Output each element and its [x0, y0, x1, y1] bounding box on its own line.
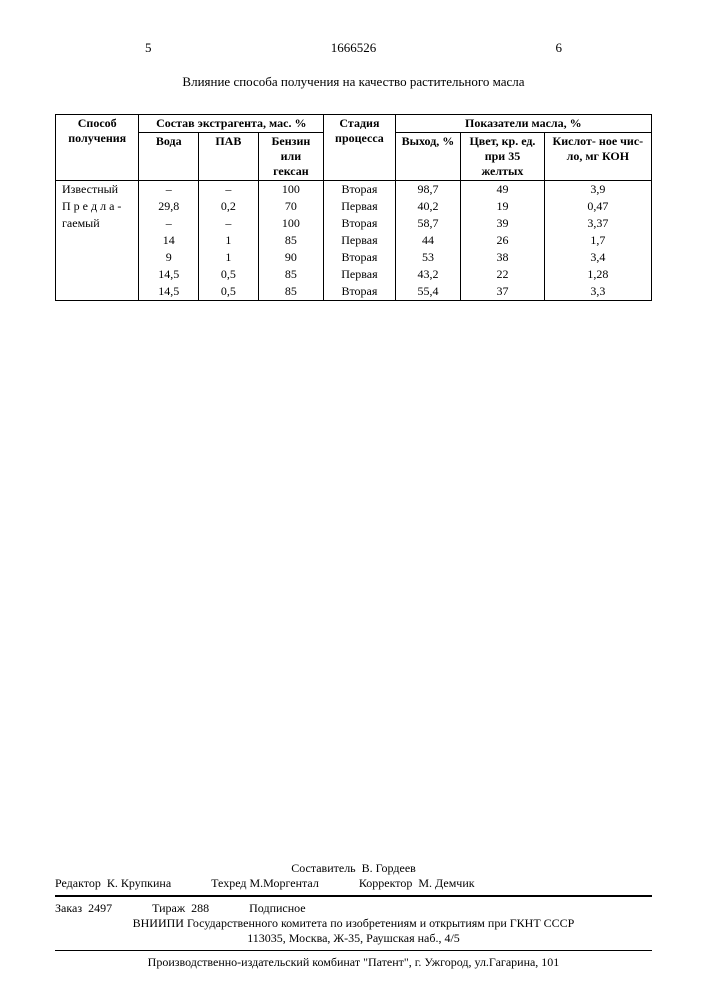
- cell: 98,7: [395, 181, 461, 199]
- col-stage: Стадия процесса: [324, 115, 396, 181]
- cell: 40,2: [395, 198, 461, 215]
- cell: 14,5: [139, 266, 199, 283]
- cell: 0,47: [544, 198, 651, 215]
- cell: –: [139, 181, 199, 199]
- cell: 70: [258, 198, 324, 215]
- printer-info: Производственно-издательский комбинат "П…: [55, 955, 652, 970]
- doc-number: 1666526: [331, 40, 377, 56]
- subscription: Подписное: [249, 901, 306, 915]
- cell: 14,5: [139, 283, 199, 301]
- cell: Первая: [324, 266, 396, 283]
- cell: Вторая: [324, 181, 396, 199]
- cell: 55,4: [395, 283, 461, 301]
- cell: 26: [461, 232, 544, 249]
- cell: –: [199, 181, 259, 199]
- col-method: Способ получения: [56, 115, 139, 181]
- cell: 22: [461, 266, 544, 283]
- circulation-num: 288: [191, 901, 209, 915]
- cell: 90: [258, 249, 324, 266]
- corrector-name: М. Демчик: [418, 876, 474, 890]
- cell: 3,3: [544, 283, 651, 301]
- col-oil: Показатели масла, %: [395, 115, 651, 133]
- col-pav: ПАВ: [199, 133, 259, 181]
- cell: 85: [258, 232, 324, 249]
- cell-method: Известный: [56, 181, 139, 199]
- table-row: 14,5 0,5 85 Первая 43,2 22 1,28: [56, 266, 652, 283]
- col-benzin: Бензин или гексан: [258, 133, 324, 181]
- table-row: 9 1 90 Вторая 53 38 3,4: [56, 249, 652, 266]
- cell: 3,4: [544, 249, 651, 266]
- techred-name: М.Моргентал: [249, 876, 318, 890]
- oil-quality-table: Способ получения Состав экстрагента, мас…: [55, 114, 652, 301]
- cell: 1: [199, 249, 259, 266]
- cell: Первая: [324, 232, 396, 249]
- cell: Вторая: [324, 215, 396, 232]
- table-row: 14 1 85 Первая 44 26 1,7: [56, 232, 652, 249]
- cell-method: [56, 232, 139, 249]
- page-left-num: 5: [145, 40, 152, 56]
- cell: 85: [258, 283, 324, 301]
- divider: [55, 895, 652, 897]
- cell: 37: [461, 283, 544, 301]
- cell: 38: [461, 249, 544, 266]
- cell-method: [56, 266, 139, 283]
- page-footer: Составитель В. Гордеев Редактор К. Крупк…: [55, 861, 652, 970]
- cell: 44: [395, 232, 461, 249]
- circulation-label: Тираж: [152, 901, 185, 915]
- cell: 3,37: [544, 215, 651, 232]
- cell-method: [56, 283, 139, 301]
- col-water: Вода: [139, 133, 199, 181]
- cell: 39: [461, 215, 544, 232]
- table-title: Влияние способа получения на качество ра…: [55, 74, 652, 90]
- cell-method: [56, 249, 139, 266]
- table-row: П р е д л а - 29,8 0,2 70 Первая 40,2 19…: [56, 198, 652, 215]
- cell: 19: [461, 198, 544, 215]
- cell: 3,9: [544, 181, 651, 199]
- cell: 9: [139, 249, 199, 266]
- divider: [55, 950, 652, 951]
- org-name: ВНИИПИ Государственного комитета по изоб…: [55, 916, 652, 931]
- col-color: Цвет, кр. ед. при 35 желтых: [461, 133, 544, 181]
- table-row: гаемый – – 100 Вторая 58,7 39 3,37: [56, 215, 652, 232]
- editor-name: К. Крупкина: [107, 876, 171, 890]
- org-address: 113035, Москва, Ж-35, Раушская наб., 4/5: [55, 931, 652, 946]
- compiler-name: В. Гордеев: [362, 861, 416, 875]
- cell: 0,2: [199, 198, 259, 215]
- cell: 14: [139, 232, 199, 249]
- cell: 85: [258, 266, 324, 283]
- cell: 43,2: [395, 266, 461, 283]
- cell-method: гаемый: [56, 215, 139, 232]
- cell: 58,7: [395, 215, 461, 232]
- cell-method: П р е д л а -: [56, 198, 139, 215]
- techred-label: Техред: [211, 876, 246, 890]
- col-acid: Кислот- ное чис- ло, мг КОН: [544, 133, 651, 181]
- cell: Вторая: [324, 249, 396, 266]
- cell: 0,5: [199, 266, 259, 283]
- cell: –: [139, 215, 199, 232]
- table-row: Известный – – 100 Вторая 98,7 49 3,9: [56, 181, 652, 199]
- cell: 53: [395, 249, 461, 266]
- table-row: 14,5 0,5 85 Вторая 55,4 37 3,3: [56, 283, 652, 301]
- corrector-label: Корректор: [359, 876, 413, 890]
- editor-label: Редактор: [55, 876, 101, 890]
- compiler-label: Составитель: [291, 861, 355, 875]
- cell: Первая: [324, 198, 396, 215]
- cell: 49: [461, 181, 544, 199]
- cell: –: [199, 215, 259, 232]
- cell: 100: [258, 181, 324, 199]
- col-yield: Выход, %: [395, 133, 461, 181]
- cell: Вторая: [324, 283, 396, 301]
- cell: 29,8: [139, 198, 199, 215]
- page-right-num: 6: [556, 40, 563, 56]
- col-extract: Состав экстрагента, мас. %: [139, 115, 324, 133]
- cell: 1,7: [544, 232, 651, 249]
- cell: 1,28: [544, 266, 651, 283]
- order-label: Заказ: [55, 901, 82, 915]
- cell: 0,5: [199, 283, 259, 301]
- cell: 1: [199, 232, 259, 249]
- order-num: 2497: [88, 901, 112, 915]
- cell: 100: [258, 215, 324, 232]
